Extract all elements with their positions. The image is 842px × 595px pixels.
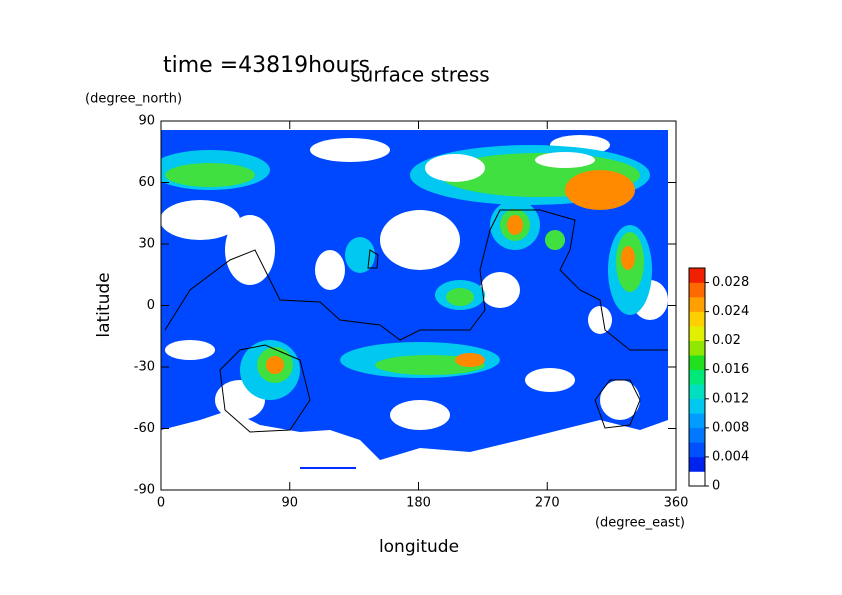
colorbar-tick-label: 0.02 <box>712 333 741 348</box>
colorbar-band <box>689 355 705 371</box>
y-axis-label: latitude <box>94 272 114 337</box>
colorbar-tick-label: 0.024 <box>712 304 749 319</box>
colorbar-tick-label: 0.016 <box>712 362 749 377</box>
colorbar-tick-label: 0.008 <box>712 420 749 435</box>
colorbar-band <box>689 471 705 487</box>
colorbar-band <box>689 398 705 414</box>
colorbar-band <box>689 384 705 400</box>
y-tick-label: 0 <box>147 298 155 313</box>
subtitle: time =43819hours <box>163 53 370 78</box>
colorbar-band <box>689 282 705 298</box>
colorbar-band <box>689 326 705 341</box>
x-unit: (degree_east) <box>595 516 685 531</box>
colorbar-band <box>689 311 705 327</box>
x-tick-label: 90 <box>281 496 298 511</box>
colorbar-tick-label: 0.004 <box>712 449 749 464</box>
colorbar-band <box>689 340 705 356</box>
y-unit: (degree_north) <box>85 92 182 107</box>
x-tick-label: 360 <box>664 496 689 511</box>
chart-title: surface stress <box>350 63 489 87</box>
field-gaps-top <box>425 152 595 182</box>
coastline <box>164 209 668 433</box>
colorbar-band <box>689 413 705 429</box>
colorbar-tick-label: 0 <box>712 479 720 494</box>
colorbar-band <box>689 456 705 472</box>
x-tick-label: 270 <box>535 496 560 511</box>
y-tick-label: 30 <box>138 237 155 252</box>
colorbar-frame <box>688 267 706 487</box>
colorbar-tick-label: 0.012 <box>712 391 749 406</box>
y-tick-label: 90 <box>138 114 155 129</box>
x-tick-label: 180 <box>406 496 431 511</box>
colorbar-band <box>689 369 705 385</box>
colorbar-band <box>689 268 705 283</box>
colorbar-band <box>689 427 705 443</box>
x-axis-label: longitude <box>379 537 459 557</box>
colorbar-band <box>689 297 705 312</box>
y-tick-label: -30 <box>134 360 155 375</box>
y-tick-label: 60 <box>138 175 155 190</box>
y-tick-label: -60 <box>134 421 155 436</box>
y-tick-label: -90 <box>134 483 155 498</box>
colorbar-band <box>689 442 705 458</box>
field-peak <box>266 170 635 374</box>
colorbar-tick-label: 0.028 <box>712 275 749 290</box>
x-tick-label: 0 <box>157 496 165 511</box>
field <box>161 130 668 469</box>
